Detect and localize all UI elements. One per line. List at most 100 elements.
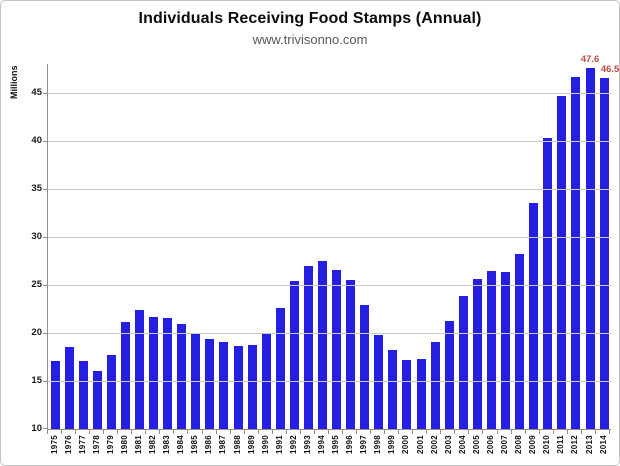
x-tick — [285, 430, 300, 434]
bar-2011 — [557, 95, 567, 429]
bar-slot-1978 — [90, 64, 104, 429]
bar-1994 — [318, 260, 328, 429]
x-label-cell-2012: 2012 — [568, 435, 582, 465]
x-tick — [594, 430, 610, 434]
bar-slot-2003 — [442, 64, 456, 429]
x-label-cell-1992: 1992 — [286, 435, 300, 465]
x-tick — [524, 430, 539, 434]
bar-1988 — [233, 346, 243, 429]
bar-1983 — [163, 317, 173, 429]
x-axis-label-1996: 1996 — [345, 435, 355, 454]
x-axis-label-2013: 2013 — [584, 435, 594, 454]
bar-slot-2011 — [555, 64, 569, 429]
x-tick — [299, 430, 314, 434]
x-label-cell-2013: 2013 — [582, 435, 596, 465]
y-axis-label-15: 15 — [31, 374, 42, 386]
gridline-40 — [48, 140, 611, 142]
x-tick — [215, 430, 230, 434]
y-tick-45 — [43, 92, 48, 94]
x-tick — [482, 430, 496, 434]
data-label-2013: 47.6 — [580, 53, 600, 65]
bar-slot-1996 — [344, 64, 358, 429]
x-axis-label-1990: 1990 — [260, 435, 270, 454]
bar-slot-1976 — [62, 64, 76, 429]
x-tick — [341, 430, 356, 434]
plot-area: 47.6 46.5 10 15 20 25 30 35 40 45 — [31, 54, 619, 434]
x-tick — [440, 430, 454, 434]
x-label-cell-1985: 1985 — [188, 435, 202, 465]
bar-2005 — [472, 279, 482, 429]
x-tick — [566, 430, 581, 434]
bar-slot-2009 — [527, 64, 541, 429]
x-tick — [201, 430, 216, 434]
y-tick-15 — [43, 380, 48, 382]
bar-slot-1982 — [147, 64, 161, 429]
bar-1993 — [303, 265, 313, 429]
bar-slot-2006 — [484, 64, 498, 429]
x-axis-label-2014: 2014 — [598, 435, 608, 454]
x-tick — [243, 430, 258, 434]
bar-slot-1995 — [330, 64, 344, 429]
y-axis-label-10: 10 — [31, 423, 42, 434]
x-axis-label-2000: 2000 — [401, 435, 411, 454]
bar-slot-1986 — [203, 64, 217, 429]
x-tick — [468, 430, 482, 434]
bar-slot-1987 — [217, 64, 231, 429]
x-axis-label-1982: 1982 — [148, 435, 158, 454]
x-tick — [384, 430, 398, 434]
x-axis-label-1997: 1997 — [359, 435, 369, 454]
x-axis-label-1986: 1986 — [204, 435, 214, 454]
bar-slot-2002 — [428, 64, 442, 429]
x-label-cell-1990: 1990 — [258, 435, 272, 465]
y-axis-label-35: 35 — [31, 182, 42, 194]
x-label-cell-2002: 2002 — [427, 435, 441, 465]
x-axis-label-1994: 1994 — [317, 435, 327, 454]
bar-1991 — [275, 308, 285, 429]
x-tick — [412, 430, 426, 434]
bar-slot-2013: 47.6 — [581, 54, 599, 429]
x-label-cell-1994: 1994 — [314, 435, 328, 465]
x-axis-label-2012: 2012 — [570, 435, 580, 454]
bar-slot-1989 — [245, 64, 259, 429]
x-axis-label-1984: 1984 — [176, 435, 186, 454]
x-label-cell-2004: 2004 — [455, 435, 469, 465]
x-label-cell-1978: 1978 — [89, 435, 103, 465]
x-axis-label-1977: 1977 — [77, 435, 87, 454]
bar-1980 — [120, 322, 130, 429]
bar-1996 — [346, 280, 356, 429]
bar-slot-2000 — [400, 64, 414, 429]
x-label-cell-1981: 1981 — [131, 435, 145, 465]
bar-1995 — [332, 269, 342, 429]
x-tick — [145, 430, 159, 434]
bar-2002 — [430, 341, 440, 429]
x-label-cell-2010: 2010 — [540, 435, 554, 465]
chart-subtitle: www.trivisonno.com — [252, 32, 368, 47]
y-tick-10 — [43, 428, 48, 429]
bar-2013 — [585, 67, 595, 429]
x-axis-label-2002: 2002 — [429, 435, 439, 454]
x-label-cell-2007: 2007 — [498, 435, 512, 465]
x-label-cell-1980: 1980 — [117, 435, 131, 465]
x-axis-label-1995: 1995 — [331, 435, 341, 454]
x-label-cell-1988: 1988 — [230, 435, 244, 465]
bar-slot-1979 — [104, 64, 118, 429]
bar-slot-2010 — [541, 64, 555, 429]
x-axis-labels: 1975 1976 1977 1978 1979 1980 1981 1982 1983 1984… — [47, 435, 610, 465]
x-tick — [426, 430, 440, 434]
y-tick-20 — [43, 332, 48, 334]
bar-1984 — [177, 324, 187, 429]
bar-2003 — [444, 320, 454, 429]
y-tick-30 — [43, 236, 48, 238]
x-label-cell-1998: 1998 — [371, 435, 385, 465]
x-label-cell-1997: 1997 — [357, 435, 371, 465]
bar-slot-1983 — [161, 64, 175, 429]
bar-1977 — [78, 360, 88, 429]
x-tick — [61, 430, 75, 434]
bar-1979 — [106, 355, 116, 429]
x-axis-label-2008: 2008 — [514, 435, 524, 454]
bar-2010 — [543, 138, 553, 429]
x-label-cell-1989: 1989 — [244, 435, 258, 465]
bar-slot-2012 — [569, 64, 583, 429]
x-label-cell-2000: 2000 — [399, 435, 413, 465]
bar-1982 — [149, 316, 159, 429]
